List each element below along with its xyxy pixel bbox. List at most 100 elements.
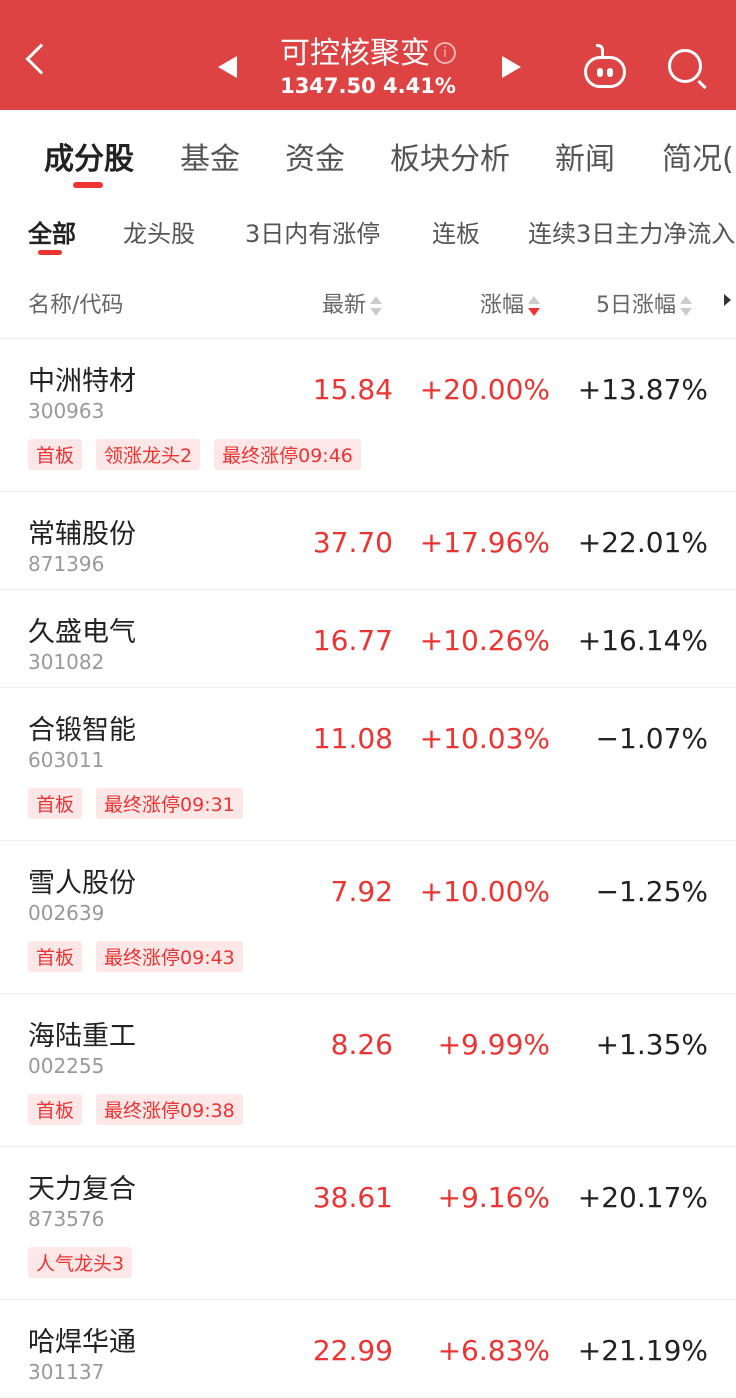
stock-change-5d: +22.01%: [577, 526, 708, 559]
table-row[interactable]: 海陆重工 002255 8.26 +9.99% +1.35% 首板 最终涨停09:3…: [0, 994, 736, 1147]
table-row[interactable]: 中洲特材 300963 15.84 +20.00% +13.87% 首板 领涨龙头2…: [0, 339, 736, 492]
col-latest-label: 最新: [322, 293, 367, 318]
table-row[interactable]: 哈焊华通 301137 22.99 +6.83% +21.19%: [0, 1300, 736, 1398]
col-name: 名称/代码: [28, 293, 124, 318]
stock-tag: 最终涨停09:31: [96, 788, 243, 819]
stock-code: 873576: [28, 1207, 105, 1231]
subtab-leaders[interactable]: 龙头股: [123, 220, 195, 248]
stock-code: 002255: [28, 1054, 105, 1078]
stock-price: 38.61: [312, 1181, 393, 1214]
table-row[interactable]: 久盛电气 301082 16.77 +10.26% +16.14%: [0, 590, 736, 688]
header-bar: 可控核聚变 i 1347.50 4.41%: [0, 0, 736, 110]
index-price: 1347.50: [280, 74, 376, 98]
col-change-label: 涨幅: [480, 293, 525, 318]
page-title: 可控核聚变 i: [0, 28, 736, 72]
stock-change-5d: +1.35%: [595, 1028, 708, 1061]
tab-capital[interactable]: 资金: [285, 142, 345, 177]
stock-tag: 最终涨停09:38: [96, 1094, 243, 1125]
stock-list: 中洲特材 300963 15.84 +20.00% +13.87% 首板 领涨龙头2…: [0, 338, 736, 1398]
stock-name: 哈焊华通: [28, 1327, 136, 1358]
stock-tag: 首板: [28, 1094, 83, 1125]
subtab-limit-up-3d[interactable]: 3日内有涨停: [245, 220, 381, 248]
stock-change-5d: +13.87%: [577, 373, 708, 406]
stock-tag: 首板: [28, 941, 83, 972]
scroll-right-icon[interactable]: [724, 294, 731, 306]
stock-code: 301082: [28, 650, 105, 674]
table-row[interactable]: 天力复合 873576 38.61 +9.16% +20.17% 人气龙头3: [0, 1147, 736, 1300]
tab-constituents[interactable]: 成分股: [44, 142, 134, 177]
stock-change: +9.16%: [437, 1181, 550, 1214]
tab-underline: [73, 182, 103, 188]
stock-tag: 首板: [28, 439, 83, 470]
stock-price: 15.84: [312, 373, 393, 406]
table-row[interactable]: 雪人股份 002639 7.92 +10.00% −1.25% 首板 最终涨停09:…: [0, 841, 736, 994]
sort-icon: [370, 296, 383, 316]
stock-code: 300963: [28, 399, 105, 423]
tag-list: 首板 最终涨停09:31: [28, 788, 243, 819]
stock-name: 海陆重工: [28, 1021, 136, 1052]
stock-price: 37.70: [312, 526, 393, 559]
stock-change: +17.96%: [419, 526, 550, 559]
stock-tag: 首板: [28, 788, 83, 819]
table-row[interactable]: 合锻智能 603011 11.08 +10.03% −1.07% 首板 最终涨停09…: [0, 688, 736, 841]
stock-change: +10.03%: [419, 722, 550, 755]
stock-price: 7.92: [330, 875, 393, 908]
stock-name: 雪人股份: [28, 868, 136, 899]
sector-name: 可控核聚变: [280, 36, 430, 71]
robot-assistant-icon[interactable]: [584, 56, 626, 88]
sort-icon: [680, 296, 692, 316]
sort-desc-icon: [528, 296, 541, 316]
tag-list: 首板 最终涨停09:43: [28, 941, 243, 972]
stock-code: 603011: [28, 748, 105, 772]
stock-code: 871396: [28, 552, 105, 576]
tag-list: 人气龙头3: [28, 1247, 133, 1278]
col-latest[interactable]: 最新: [322, 287, 383, 319]
stock-name: 常辅股份: [28, 519, 136, 550]
tab-profile[interactable]: 简况(: [662, 142, 734, 177]
subtab-all[interactable]: 全部: [28, 220, 76, 248]
stock-price: 8.26: [330, 1028, 393, 1061]
subtab-net-inflow[interactable]: 连续3日主力净流入: [528, 220, 736, 248]
stock-price: 16.77: [312, 624, 393, 657]
subtab-underline: [38, 250, 62, 255]
stock-name: 中洲特材: [28, 366, 136, 397]
stock-tag: 最终涨停09:46: [214, 439, 361, 470]
stock-change: +9.99%: [437, 1028, 550, 1061]
col-change[interactable]: 涨幅: [480, 287, 541, 319]
stock-name: 天力复合: [28, 1174, 136, 1205]
next-sector-icon[interactable]: [502, 56, 521, 78]
stock-name: 合锻智能: [28, 715, 136, 746]
prev-sector-icon[interactable]: [218, 56, 237, 78]
table-row[interactable]: 常辅股份 871396 37.70 +17.96% +22.01%: [0, 492, 736, 590]
stock-code: 301137: [28, 1360, 105, 1384]
stock-change: +6.83%: [437, 1334, 550, 1367]
stock-change: +20.00%: [419, 373, 550, 406]
stock-tag: 人气龙头3: [28, 1247, 133, 1278]
stock-name: 久盛电气: [28, 617, 136, 648]
robot-antenna-icon: [596, 44, 604, 56]
stock-change-5d: +21.19%: [577, 1334, 708, 1367]
tab-sector-analysis[interactable]: 板块分析: [390, 142, 510, 177]
index-change: 4.41%: [383, 74, 456, 98]
stock-tag: 最终涨停09:43: [96, 941, 243, 972]
stock-change-5d: −1.25%: [595, 875, 708, 908]
stock-change: +10.00%: [419, 875, 550, 908]
stock-tag: 领涨龙头2: [96, 439, 201, 470]
stock-change-5d: +20.17%: [577, 1181, 708, 1214]
subtab-consecutive[interactable]: 连板: [432, 220, 480, 248]
stock-price: 22.99: [312, 1334, 393, 1367]
tab-funds[interactable]: 基金: [180, 142, 240, 177]
stock-change: +10.26%: [419, 624, 550, 657]
info-icon[interactable]: i: [434, 42, 456, 64]
stock-code: 002639: [28, 901, 105, 925]
stock-change-5d: −1.07%: [595, 722, 708, 755]
col-change5-label: 5日涨幅: [596, 293, 676, 318]
tab-news[interactable]: 新闻: [555, 142, 615, 177]
stock-price: 11.08: [312, 722, 393, 755]
stock-change-5d: +16.14%: [577, 624, 708, 657]
tag-list: 首板 领涨龙头2 最终涨停09:46: [28, 439, 361, 470]
search-icon[interactable]: [668, 49, 702, 83]
col-change5[interactable]: 5日涨幅: [596, 287, 692, 319]
index-quote: 1347.50 4.41%: [0, 74, 736, 98]
